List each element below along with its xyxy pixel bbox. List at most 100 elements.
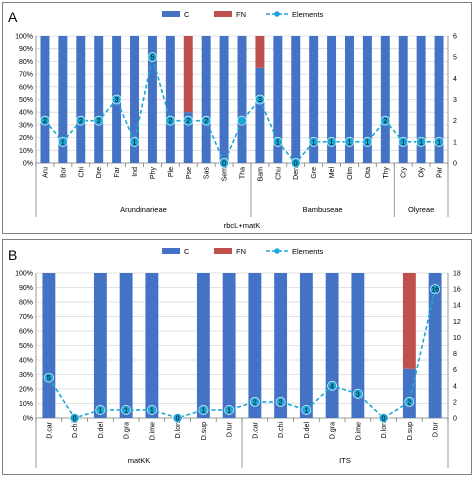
x-tick-label: Dre	[96, 167, 103, 178]
x-tick-label: Ind	[132, 167, 139, 177]
bar-fn	[255, 36, 265, 68]
y2-tick-label: 2	[453, 399, 457, 406]
x-tick-label: Par	[437, 166, 444, 178]
x-tick-label: Sas	[204, 167, 211, 180]
x-tick-label: D.del	[304, 422, 311, 439]
elements-data-label: 16	[431, 287, 439, 294]
x-tick-label: Gre	[311, 167, 318, 179]
elements-marker	[290, 158, 301, 168]
bar-c	[237, 36, 247, 163]
legend-label-elements: Elements	[292, 247, 324, 256]
y-tick-label: 20%	[19, 135, 33, 142]
bar-c	[351, 273, 365, 418]
elements-marker	[201, 115, 212, 126]
bar-c	[416, 36, 426, 163]
y2-tick-label: 16	[453, 287, 461, 294]
bar-c	[58, 36, 68, 163]
elements-data-label: 1	[419, 139, 423, 146]
x-tick-label: Oly	[419, 167, 426, 178]
x-tick-label: D.gra	[124, 422, 131, 439]
elements-marker	[249, 396, 260, 407]
elements-marker	[237, 115, 247, 126]
elements-data-label: 1	[304, 407, 308, 414]
elements-data-label: 1	[437, 139, 441, 146]
elements-data-label: 2	[253, 399, 257, 406]
elements-data-label: 4	[330, 383, 334, 390]
y2-tick-label: 18	[453, 271, 461, 278]
bar-c	[291, 36, 301, 163]
y2-tick-label: 2	[453, 118, 457, 125]
x-tick-label: D.chi	[72, 422, 79, 438]
elements-marker	[275, 396, 286, 407]
y-tick-label: 70%	[19, 314, 33, 321]
elements-marker	[255, 94, 265, 105]
elements-data-label: 3	[258, 97, 262, 104]
y-tick-label: 90%	[19, 46, 33, 53]
bar-c	[145, 273, 159, 418]
group-label: Bambuseae	[303, 205, 343, 214]
y2-tick-label: 6	[453, 34, 457, 41]
elements-data-label: 5	[47, 375, 51, 382]
bar-c	[299, 273, 313, 418]
bar-c	[248, 273, 262, 418]
x-tick-label: Sem	[222, 167, 229, 182]
x-tick-label: Mel	[329, 167, 336, 179]
elements-marker	[380, 115, 391, 126]
legend-marker-elements	[274, 248, 280, 254]
elements-marker	[272, 136, 283, 147]
y2-tick-label: 10	[453, 335, 461, 342]
bar-c	[255, 67, 265, 163]
elements-marker	[198, 405, 209, 415]
elements-data-label: 1	[348, 139, 352, 146]
elements-marker	[404, 396, 415, 407]
elements-marker	[43, 372, 54, 383]
elements-marker	[362, 136, 373, 147]
elements-data-label: 1	[98, 407, 102, 414]
elements-data-label: 1	[330, 139, 334, 146]
elements-marker	[327, 380, 338, 391]
x-tick-label: D.sup	[407, 422, 414, 440]
bar-c	[196, 273, 210, 418]
x-tick-label: Den	[293, 167, 300, 180]
bar-c	[402, 368, 416, 418]
elements-marker	[326, 136, 337, 147]
group-label: matKK	[128, 456, 151, 465]
elements-marker	[165, 115, 176, 126]
panel-a: A C FN Elements 0% 10% 20% 30% 40% 50% 60% 70% 80% 90…	[2, 2, 472, 234]
x-axis-title: rbcL+matK	[224, 221, 260, 230]
bar-c	[40, 36, 50, 163]
legend-swatch-c	[162, 248, 180, 254]
legend-label-c: C	[184, 247, 190, 256]
elements-data-label: 2	[97, 118, 101, 125]
elements-marker	[146, 405, 157, 415]
bar-c	[94, 36, 104, 163]
x-tick-label: D.ime	[355, 422, 362, 440]
x-tick-label: D.car	[252, 421, 259, 438]
bar-c	[309, 36, 319, 163]
x-tick-label: Olm	[347, 167, 354, 180]
bar-c	[222, 273, 236, 418]
elements-data-label: 1	[124, 407, 128, 414]
y-tick-label: 100%	[15, 271, 33, 278]
y-tick-label: 80%	[19, 59, 33, 66]
group-label: Arundinarieae	[120, 205, 167, 214]
bar-c	[434, 36, 444, 163]
y-tick-label: 60%	[19, 84, 33, 91]
elements-marker	[430, 284, 441, 295]
elements-data-label: 2	[407, 399, 411, 406]
elements-data-label: 5	[150, 55, 154, 62]
elements-marker	[121, 405, 132, 415]
elements-marker	[398, 136, 409, 147]
panel-frame	[2, 239, 472, 475]
elements-marker	[416, 136, 427, 147]
elements-data-label: 0	[176, 416, 180, 423]
y-tick-label: 10%	[19, 148, 33, 155]
legend-label-c: C	[184, 10, 190, 19]
bar-c	[345, 36, 354, 163]
y-tick-label: 20%	[19, 387, 33, 394]
bar-c	[201, 36, 211, 163]
bar-c	[398, 36, 408, 163]
elements-data-label: 2	[383, 118, 387, 125]
x-tick-label: D.ime	[149, 422, 156, 440]
elements-marker	[95, 405, 106, 415]
